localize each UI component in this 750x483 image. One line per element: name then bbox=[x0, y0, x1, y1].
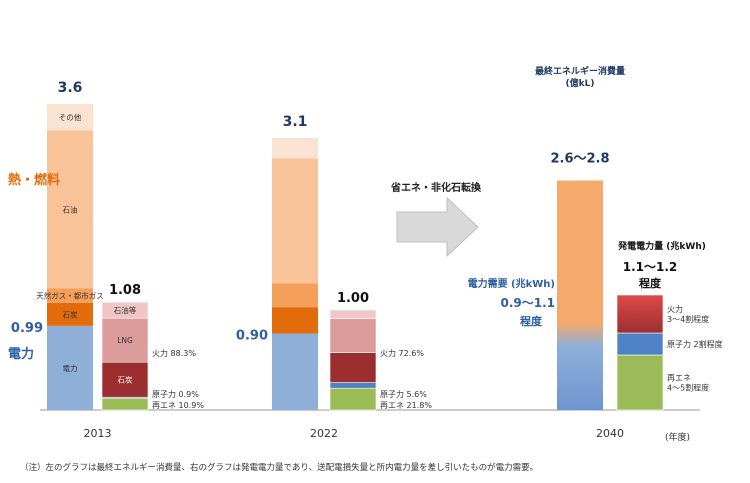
final-bar-2022-4 bbox=[272, 138, 318, 159]
arrow-label: 省エネ・非化石転換 bbox=[390, 181, 482, 194]
power-bar-2040-1 bbox=[616, 332, 664, 356]
elec-demand-2040: 0.9〜1.1 bbox=[500, 296, 555, 310]
power-bar-2022-3 bbox=[329, 318, 377, 353]
year-2022: 2022 bbox=[310, 427, 338, 440]
elec-demand-2022: 0.90 bbox=[236, 328, 268, 343]
final-bar-2013-1 bbox=[47, 302, 93, 326]
elec-demand-label-2040: 電力需要 (兆kWh) bbox=[468, 277, 555, 290]
power-total-2013: 1.08 bbox=[109, 283, 141, 298]
power-bar-2013-4 bbox=[101, 301, 149, 319]
final-total-2040: 2.6〜2.8 bbox=[550, 152, 609, 167]
final-bar-2022-1 bbox=[272, 307, 318, 334]
final-total-2013: 3.6 bbox=[58, 80, 83, 96]
final-bar-2022-2 bbox=[272, 283, 318, 308]
fossil-annot-2013: 火力 88.3% bbox=[152, 348, 196, 358]
fossil-annot-2022: 火力 72.6% bbox=[380, 348, 424, 358]
final-bar-2022-0 bbox=[272, 333, 318, 410]
year-unit-label: (年度) bbox=[665, 431, 690, 443]
power-total-suffix-2040: 程度 bbox=[639, 276, 662, 290]
power-bar-2022-4 bbox=[329, 309, 377, 319]
power-annot-2022-0: 再エネ 21.8% bbox=[380, 401, 432, 410]
power-bar-2040-0 bbox=[616, 354, 664, 411]
final-bar-2040 bbox=[557, 180, 603, 410]
final-unit-label: 最終エネルギー消費量(億kL) bbox=[535, 65, 625, 89]
final-seg-label-0: 電力 bbox=[63, 363, 78, 373]
final-seg-label-4: その他 bbox=[59, 112, 82, 122]
power-side-label: 電力 bbox=[8, 346, 34, 362]
power-bar-2013-0 bbox=[101, 397, 149, 411]
transition-arrow bbox=[396, 196, 479, 258]
final-bar-2013-3 bbox=[47, 130, 93, 289]
final-bar-2022-3 bbox=[272, 158, 318, 284]
year-2040: 2040 bbox=[596, 427, 624, 440]
final-seg-label-3: 石油 bbox=[63, 204, 78, 214]
power-seg-label-2: 石炭 bbox=[118, 376, 133, 385]
power-total-2040: 1.1〜1.2 bbox=[623, 260, 678, 274]
power-bar-2040-2 bbox=[616, 294, 664, 334]
power-bar-2013-2 bbox=[101, 361, 149, 398]
final-seg-label-1: 石炭 bbox=[63, 310, 78, 319]
power-annot-2040-2: 火力 3〜4割程度 bbox=[667, 304, 709, 324]
elec-demand-suffix-2040: 程度 bbox=[520, 314, 543, 328]
power-annot-2013-0: 再エネ 10.9% bbox=[152, 401, 204, 410]
final-bar-2013-4 bbox=[47, 104, 93, 131]
power-unit-label: 発電電力量 (兆kWh) bbox=[617, 240, 706, 252]
power-annot-2040-0: 再エネ 4〜5割程度 bbox=[667, 374, 709, 393]
power-annot-2022-1: 原子力 5.6% bbox=[380, 389, 427, 399]
power-bar-2013-3 bbox=[101, 317, 149, 363]
power-total-2022: 1.00 bbox=[337, 291, 369, 306]
heat-fuel-side-label: 熱・燃料 bbox=[8, 172, 60, 188]
power-annot-2040-1: 原子力 2割程度 bbox=[667, 339, 723, 349]
final-total-2022: 3.1 bbox=[283, 114, 308, 130]
power-bar-2022-2 bbox=[329, 352, 377, 383]
power-annot-2013-1: 原子力 0.9% bbox=[152, 389, 199, 399]
power-seg-label-4: 石油等 bbox=[114, 305, 137, 315]
footnote: （注）左のグラフは最終エネルギー消費量、右のグラフは発電電力量であり、送配電損失… bbox=[20, 462, 538, 473]
power-bar-2022-0 bbox=[329, 387, 377, 411]
final-seg-label-2: 天然ガス・都市ガス bbox=[36, 291, 104, 301]
final-bar-2013-0 bbox=[47, 325, 93, 410]
power-bar-2022-1 bbox=[329, 382, 377, 389]
power-seg-label-3: LNG bbox=[117, 336, 133, 345]
year-2013: 2013 bbox=[84, 427, 112, 440]
final-bar-2013-2 bbox=[47, 288, 93, 303]
elec-demand-2013: 0.99 bbox=[11, 321, 43, 336]
